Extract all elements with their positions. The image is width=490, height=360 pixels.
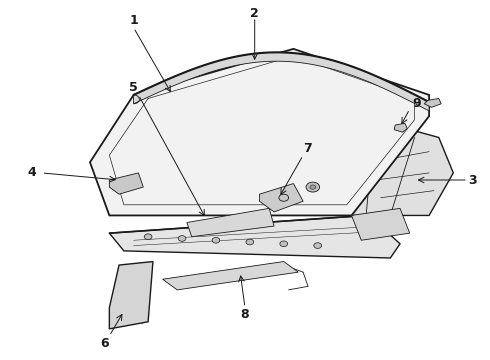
Polygon shape: [424, 99, 441, 107]
Polygon shape: [260, 184, 303, 212]
Text: 5: 5: [129, 81, 138, 94]
Text: 6: 6: [100, 337, 109, 350]
Polygon shape: [90, 49, 429, 215]
Circle shape: [144, 234, 152, 239]
Polygon shape: [163, 261, 298, 290]
Circle shape: [280, 241, 288, 247]
Text: 7: 7: [304, 141, 312, 154]
Circle shape: [246, 239, 254, 245]
Text: 2: 2: [250, 7, 259, 20]
Text: 9: 9: [413, 97, 421, 110]
Polygon shape: [134, 52, 429, 111]
Circle shape: [212, 238, 220, 243]
Circle shape: [178, 236, 186, 241]
Text: 1: 1: [129, 14, 138, 27]
Polygon shape: [187, 208, 274, 237]
Circle shape: [310, 185, 316, 189]
Polygon shape: [342, 127, 453, 215]
Circle shape: [314, 243, 321, 248]
Text: 4: 4: [27, 166, 36, 179]
Polygon shape: [394, 123, 407, 132]
Polygon shape: [109, 215, 400, 258]
Text: 3: 3: [468, 174, 477, 186]
Polygon shape: [352, 208, 410, 240]
Circle shape: [279, 194, 289, 201]
Polygon shape: [109, 173, 143, 194]
Polygon shape: [109, 261, 153, 329]
Circle shape: [306, 182, 319, 192]
Text: 8: 8: [241, 308, 249, 321]
